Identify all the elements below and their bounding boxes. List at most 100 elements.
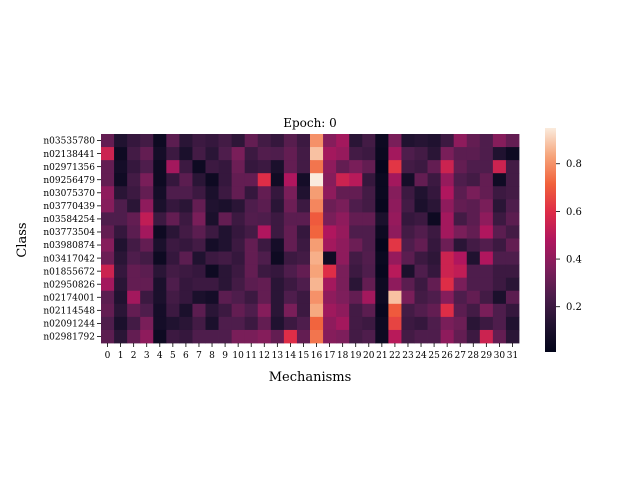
heatmap-cell xyxy=(375,316,389,331)
heatmap-cell xyxy=(257,264,272,279)
heatmap-cell xyxy=(283,264,298,279)
heatmap-cell xyxy=(427,329,442,344)
heatmap-cell xyxy=(283,186,298,200)
heatmap-cell xyxy=(466,134,481,148)
heatmap-cell xyxy=(114,251,128,266)
heatmap-cell xyxy=(505,186,520,200)
heatmap-cell xyxy=(257,173,272,187)
heatmap-cell xyxy=(336,251,350,266)
heatmap-cell xyxy=(140,238,154,252)
heatmap-cell xyxy=(427,134,442,148)
heatmap-cell xyxy=(101,316,115,331)
heatmap-cell xyxy=(270,147,285,161)
heatmap-cell xyxy=(283,160,298,174)
heatmap-cell xyxy=(244,173,259,187)
x-tick-label: 0 xyxy=(105,351,111,361)
heatmap-cell xyxy=(257,147,272,161)
heatmap-cell xyxy=(375,277,389,292)
heatmap-cell xyxy=(453,147,468,161)
heatmap-cell xyxy=(427,303,442,318)
heatmap-cell xyxy=(244,199,259,213)
heatmap-cell xyxy=(166,316,180,331)
heatmap-cell xyxy=(336,329,350,344)
x-tick-label: 1 xyxy=(118,351,124,361)
heatmap-cell xyxy=(440,225,455,239)
heatmap-cell xyxy=(140,147,154,161)
heatmap-cell xyxy=(375,134,389,148)
heatmap-cell xyxy=(414,316,428,331)
heatmap-cell xyxy=(296,186,311,200)
heatmap-cell xyxy=(401,147,415,161)
heatmap-cell xyxy=(401,329,415,344)
heatmap-cell xyxy=(205,134,219,148)
heatmap-cell xyxy=(466,212,481,226)
heatmap-cell xyxy=(414,238,428,252)
heatmap-cell xyxy=(101,134,115,148)
heatmap-cell xyxy=(427,225,442,239)
heatmap-cell xyxy=(166,147,180,161)
heatmap-cell xyxy=(192,173,206,187)
heatmap-cell xyxy=(166,186,180,200)
heatmap-cell xyxy=(492,329,507,344)
heatmap-cell xyxy=(205,303,219,318)
heatmap-cell xyxy=(114,329,128,344)
x-tick-label: 18 xyxy=(337,351,349,361)
heatmap-cell xyxy=(375,186,389,200)
heatmap-cell xyxy=(453,238,468,252)
heatmap-cell xyxy=(179,160,193,174)
heatmap-cell xyxy=(401,277,415,292)
heatmap-cell xyxy=(362,199,376,213)
heatmap-cell xyxy=(244,134,259,148)
heatmap-cell xyxy=(336,147,350,161)
heatmap-cell xyxy=(414,290,428,305)
heatmap-cell xyxy=(270,303,285,318)
x-tick-label: 2 xyxy=(131,351,137,361)
heatmap-cell xyxy=(192,186,206,200)
x-tick-label: 16 xyxy=(311,351,323,361)
x-tick-label: 6 xyxy=(183,351,189,361)
x-tick-label: 12 xyxy=(259,351,270,361)
heatmap-cell xyxy=(362,225,376,239)
heatmap-cell xyxy=(296,316,311,331)
heatmap-cell xyxy=(414,329,428,344)
heatmap-cell xyxy=(505,277,520,292)
heatmap-cell xyxy=(296,329,311,344)
heatmap-cell xyxy=(283,199,298,213)
heatmap-cell xyxy=(492,212,507,226)
heatmap-cell xyxy=(166,212,180,226)
heatmap-cell xyxy=(440,329,455,344)
heatmap-cell xyxy=(244,160,259,174)
heatmap-cell xyxy=(283,251,298,266)
heatmap-cell xyxy=(114,264,128,279)
heatmap-cell xyxy=(244,303,259,318)
heatmap-cell xyxy=(349,212,363,226)
heatmap-cell xyxy=(140,160,154,174)
heatmap-cell xyxy=(336,199,350,213)
y-tick-label: n03773504 xyxy=(43,228,95,238)
x-tick-label: 30 xyxy=(494,351,506,361)
heatmap-cell xyxy=(349,251,363,266)
heatmap-cell xyxy=(270,264,285,279)
heatmap-cell xyxy=(231,160,246,174)
heatmap-cell xyxy=(310,251,324,266)
heatmap-cell xyxy=(310,160,324,174)
heatmap-cell xyxy=(270,173,285,187)
heatmap-cell xyxy=(427,251,442,266)
heatmap-cell xyxy=(362,160,376,174)
heatmap-cell xyxy=(375,225,389,239)
heatmap-cell xyxy=(205,316,219,331)
heatmap-cell xyxy=(140,290,154,305)
heatmap-cell xyxy=(401,134,415,148)
heatmap-cell xyxy=(283,303,298,318)
x-tick-label: 3 xyxy=(144,351,150,361)
heatmap-cell xyxy=(349,264,363,279)
heatmap-cell xyxy=(401,225,415,239)
heatmap-cell xyxy=(362,277,376,292)
heatmap-cell xyxy=(296,160,311,174)
heatmap-cell xyxy=(310,186,324,200)
heatmap-cell xyxy=(453,264,468,279)
heatmap-cell xyxy=(414,264,428,279)
heatmap-cell xyxy=(231,173,246,187)
heatmap-cell xyxy=(127,173,141,187)
heatmap-cell xyxy=(479,199,494,213)
